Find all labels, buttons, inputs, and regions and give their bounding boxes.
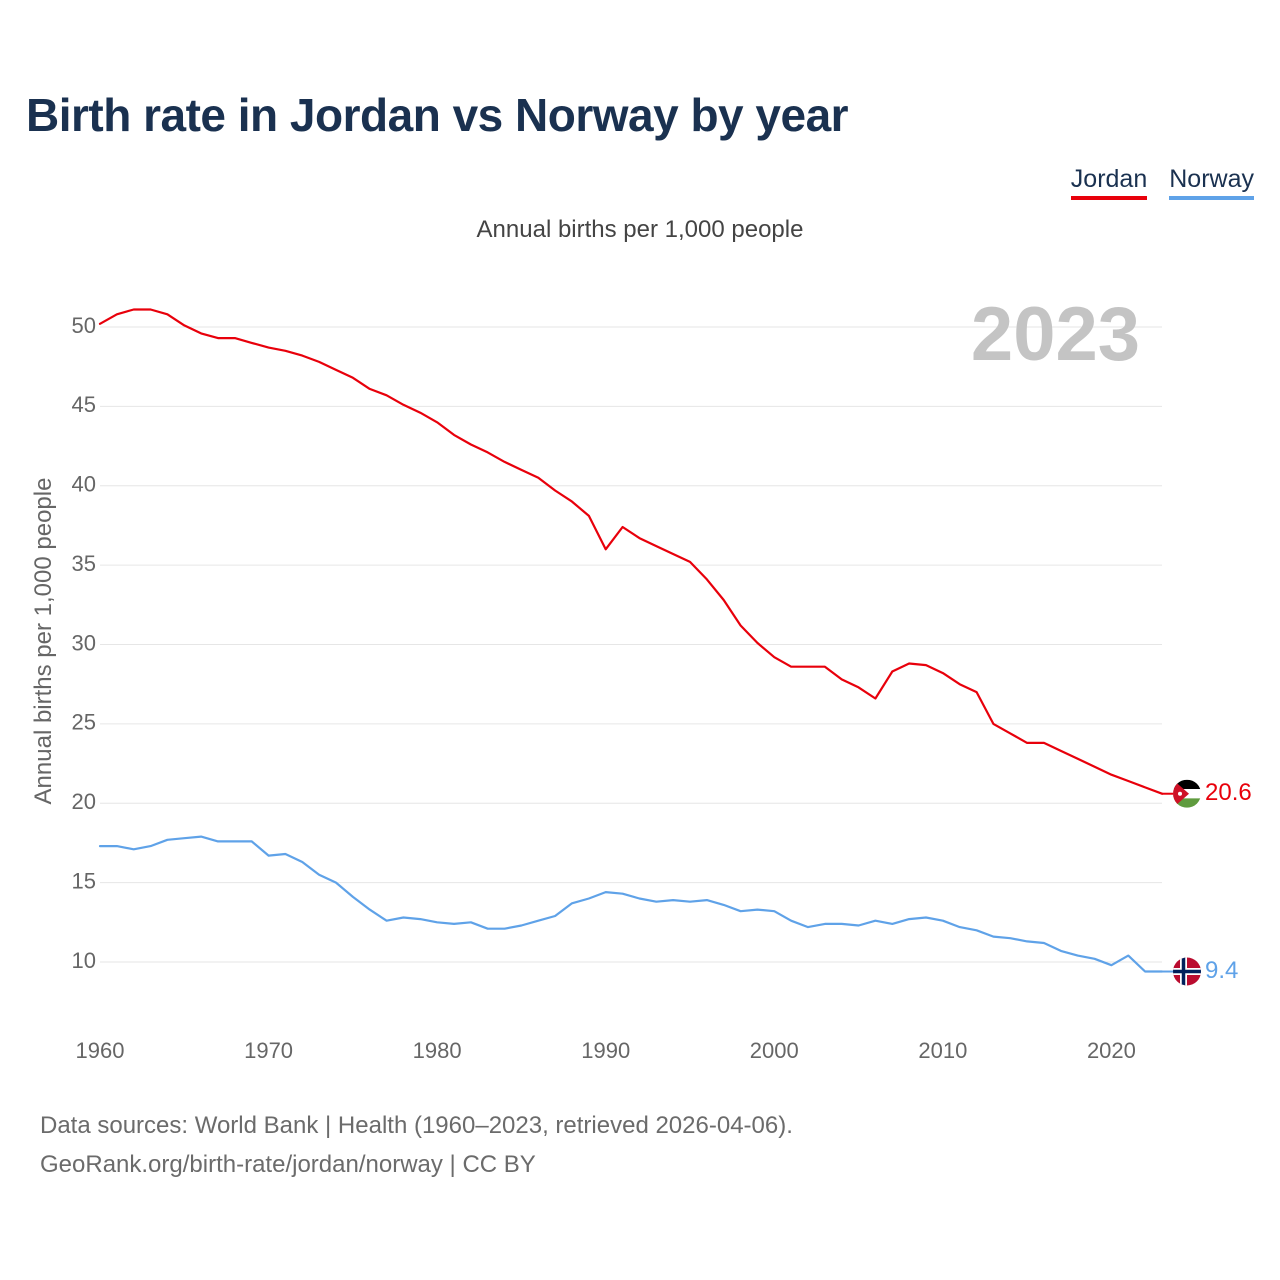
y-axis-ticks: 10 15 20 25 30 35 40 45 50	[72, 313, 96, 973]
y-tick-label-30: 30	[72, 630, 96, 655]
y-tick-label-10: 10	[72, 948, 96, 973]
year-watermark: 2023	[971, 292, 1140, 377]
x-tick-label-2000: 2000	[750, 1038, 799, 1063]
gridlines	[100, 326, 1162, 963]
series-line-norway	[98, 835, 1164, 973]
legend-item-norway[interactable]: Norway	[1169, 164, 1254, 200]
x-axis-ticks: 1960 1970 1980 1990 2000 2010 2020	[76, 1038, 1136, 1063]
jordan-flag-icon	[1173, 779, 1201, 808]
legend: Jordan Norway	[1070, 164, 1254, 200]
chart-title: Birth rate in Jordan vs Norway by year	[26, 89, 849, 141]
y-tick-label-35: 35	[72, 551, 96, 576]
chart-subtitle: Annual births per 1,000 people	[476, 216, 804, 243]
x-tick-label-1960: 1960	[76, 1038, 125, 1063]
end-value-label-jordan: 20.6	[1205, 779, 1252, 806]
y-axis-label: Annual births per 1,000 people	[30, 478, 57, 805]
x-tick-label-2010: 2010	[918, 1038, 967, 1063]
y-tick-label-25: 25	[72, 710, 96, 735]
footer: Data sources: World Bank | Health (1960–…	[40, 1106, 793, 1184]
footer-source: Data sources: World Bank | Health (1960–…	[40, 1112, 793, 1139]
x-tick-label-1980: 1980	[413, 1038, 462, 1063]
y-tick-label-15: 15	[72, 868, 96, 893]
y-tick-label-45: 45	[72, 392, 96, 417]
y-tick-label-20: 20	[72, 789, 96, 814]
legend-item-jordan[interactable]: Jordan	[1070, 164, 1148, 200]
line-chart: 10 15 20 25 30 35 40 45 50 1960 1970 1980 1990 2000 2…	[30, 292, 1252, 1063]
end-value-label-norway: 9.4	[1205, 957, 1238, 984]
y-tick-label-40: 40	[72, 472, 96, 497]
norway-flag-icon	[1173, 957, 1201, 986]
series-line-jordan	[98, 308, 1164, 795]
y-tick-label-50: 50	[72, 313, 96, 338]
x-tick-label-1990: 1990	[581, 1038, 630, 1063]
x-tick-label-2020: 2020	[1087, 1038, 1136, 1063]
x-tick-label-1970: 1970	[244, 1038, 293, 1063]
footer-attribution[interactable]: GeoRank.org/birth-rate/jordan/norway | C…	[40, 1151, 536, 1178]
series-lines	[98, 308, 1173, 973]
